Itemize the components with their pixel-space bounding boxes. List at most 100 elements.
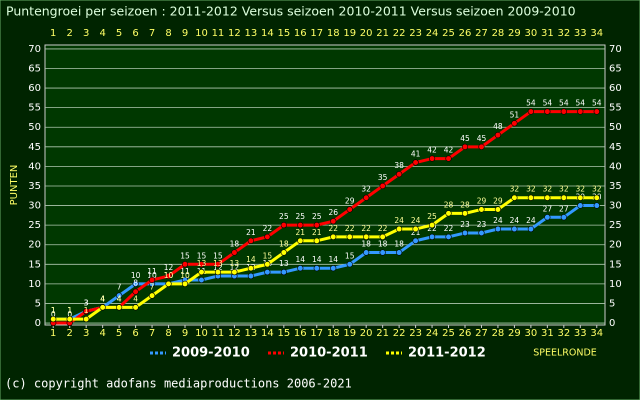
data-label: 3 (84, 298, 89, 307)
x-tick-label: 6 (132, 328, 138, 339)
x-tick-label: 32 (557, 28, 570, 39)
point (313, 265, 320, 272)
data-label: 54 (592, 99, 602, 108)
point (346, 233, 353, 240)
point (330, 233, 337, 240)
data-label: 1 (84, 306, 89, 315)
x-tick-label: 12 (228, 328, 241, 339)
y-tick-label: 45 (28, 142, 41, 153)
y-axis-label: PUNTEN (9, 165, 20, 206)
x-tick-label: 13 (245, 328, 258, 339)
x-tick-label: 25 (442, 28, 455, 39)
plot-area (44, 44, 606, 326)
data-label: 22 (263, 224, 273, 233)
point (363, 194, 370, 201)
x-tick-label: 5 (116, 328, 122, 339)
data-label: 32 (592, 185, 602, 194)
data-label: 14 (296, 255, 306, 264)
point (116, 304, 123, 311)
data-label: 21 (312, 228, 322, 237)
x-tick-label: 13 (245, 28, 258, 39)
data-label: 4 (100, 294, 105, 303)
point (379, 182, 386, 190)
x-tick-label: 23 (409, 28, 422, 39)
data-label: 42 (444, 146, 454, 155)
point (264, 233, 271, 240)
series-line (53, 204, 597, 321)
x-tick-label: 20 (360, 28, 373, 39)
data-label: 24 (394, 216, 404, 225)
point (280, 269, 287, 276)
x-tick-label: 21 (376, 328, 389, 339)
x-tick-label: 8 (165, 328, 171, 339)
point (494, 225, 502, 233)
data-label: 25 (312, 212, 322, 221)
x-tick-label: 8 (165, 28, 171, 39)
point (494, 131, 502, 139)
point (478, 143, 485, 150)
data-label: 13 (213, 259, 223, 268)
point (99, 304, 106, 311)
x-tick-label: 28 (492, 28, 505, 39)
point (511, 194, 518, 201)
x-tick-label: 12 (228, 28, 241, 39)
point (494, 206, 502, 213)
point (412, 237, 419, 244)
point (297, 237, 304, 244)
data-label: 4 (133, 294, 138, 303)
point (280, 222, 287, 229)
point (445, 233, 452, 240)
data-label: 15 (345, 251, 355, 260)
x-tick-label: 1 (50, 28, 56, 39)
point (346, 261, 353, 268)
data-label: 10 (147, 271, 157, 280)
data-label: 42 (427, 146, 437, 155)
x-tick-label: 26 (459, 28, 472, 39)
point (264, 261, 271, 268)
y2-tick-label: 25 (609, 220, 622, 231)
point (379, 249, 386, 256)
point (132, 304, 139, 311)
point (214, 269, 222, 276)
data-label: 14 (328, 255, 338, 264)
point (165, 280, 172, 287)
point (428, 222, 436, 229)
x-tick-label: 25 (442, 328, 455, 339)
x-tick-label: 24 (426, 328, 439, 339)
x-tick-label: 18 (327, 28, 340, 39)
x-tick-label: 10 (195, 28, 208, 39)
y2-tick-label: 50 (609, 122, 622, 133)
x-tick-label: 23 (409, 328, 422, 339)
point (560, 194, 567, 201)
data-label: 10 (180, 271, 190, 280)
data-label: 24 (526, 216, 536, 225)
data-label: 15 (263, 251, 273, 260)
data-label: 15 (197, 251, 207, 260)
x-tick-label: 19 (343, 28, 356, 39)
point (83, 316, 90, 323)
point (445, 155, 452, 162)
point (132, 288, 139, 295)
data-label: 24 (493, 216, 503, 225)
point (83, 308, 90, 315)
x-tick-label: 24 (426, 28, 439, 39)
y2-tick-label: 0 (609, 318, 615, 329)
data-label: 54 (559, 99, 569, 108)
x-tick-label: 33 (574, 328, 587, 339)
point (445, 210, 452, 217)
data-label: 18 (378, 240, 388, 249)
data-label: 23 (460, 220, 470, 229)
point (247, 265, 254, 272)
point (544, 214, 551, 221)
y-tick-label: 20 (28, 240, 41, 251)
data-label: 0 (67, 310, 72, 319)
data-label: 22 (345, 224, 355, 233)
point (379, 233, 386, 240)
data-label: 22 (427, 224, 437, 233)
x-tick-label: 15 (277, 328, 290, 339)
data-label: 24 (411, 216, 421, 225)
x-tick-label: 30 (525, 28, 538, 39)
data-label: 51 (510, 110, 520, 119)
x-tick-label: 30 (525, 328, 538, 339)
